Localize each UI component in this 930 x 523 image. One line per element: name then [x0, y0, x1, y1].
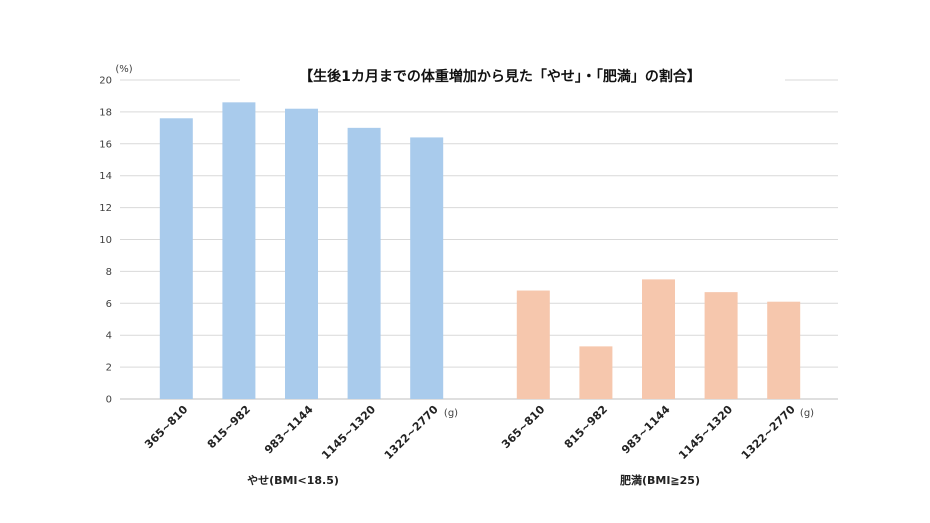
title-background: [240, 66, 785, 86]
bar: [704, 292, 738, 399]
y-tick-label: 6: [106, 299, 112, 310]
y-tick-label: 16: [99, 139, 112, 150]
chart-title-wrap: 【生後1カ月までの体重増加から見た「やせ」・「肥満」の割合】: [240, 66, 785, 86]
bar: [642, 279, 675, 399]
bars: [159, 102, 801, 400]
x-tick-label: 1145~1320: [319, 403, 378, 462]
x-axis-unit-group-2: (g): [800, 408, 814, 419]
bar: [222, 102, 256, 399]
x-tick-label: 815~982: [205, 403, 253, 451]
y-axis-unit: (%): [115, 64, 132, 75]
group-label-himan: 肥満(BMI≧25): [620, 473, 700, 487]
x-tick-label: 1322~2770: [739, 403, 798, 462]
y-tick-label: 18: [99, 107, 112, 118]
x-tick-label: 983~1144: [619, 403, 673, 457]
y-tick-label: 14: [99, 171, 112, 182]
bar: [579, 346, 613, 399]
bar: [285, 108, 318, 400]
y-axis-ticks: 0 2 4 6 8 10 12 14 16 18 20: [99, 76, 112, 406]
bar: [767, 301, 801, 399]
chart-title: 【生後1カ月までの体重増加から見た「やせ」・「肥満」の割合】: [299, 68, 701, 85]
x-axis-unit-group-1: (g): [444, 408, 458, 419]
group-label-yase: やせ(BMI<18.5): [247, 474, 339, 487]
x-tick-label: 365~810: [142, 403, 190, 451]
category-labels: 365~810 815~982 983~1144 1145~1320 1322~2770…: [142, 403, 798, 462]
y-tick-label: 8: [106, 267, 112, 278]
y-tick-label: 20: [99, 76, 112, 87]
y-tick-label: 12: [99, 203, 112, 214]
x-tick-label: 365~810: [499, 403, 547, 451]
bar: [410, 137, 444, 400]
bar: [159, 118, 193, 399]
y-tick-label: 2: [106, 363, 112, 374]
bar: [347, 127, 381, 399]
x-tick-label: 1145~1320: [676, 403, 735, 462]
y-tick-label: 0: [106, 395, 112, 406]
x-tick-label: 815~982: [562, 403, 610, 451]
bar: [516, 290, 550, 399]
x-tick-label: 1322~2770: [382, 403, 441, 462]
y-tick-label: 4: [106, 331, 112, 342]
y-tick-label: 10: [99, 235, 112, 246]
x-tick-label: 983~1144: [262, 403, 316, 457]
